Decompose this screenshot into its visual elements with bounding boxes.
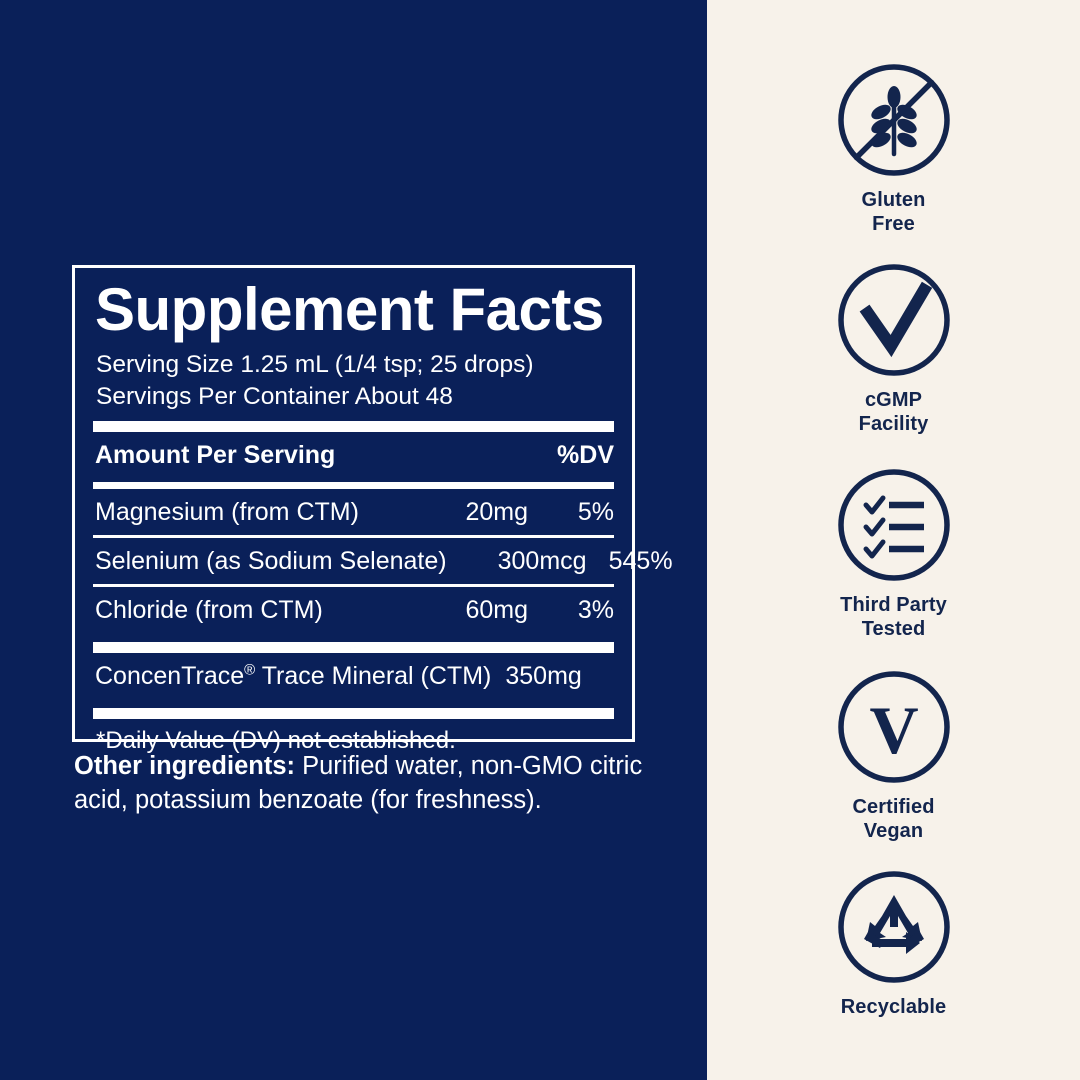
table-row: Selenium (as Sodium Selenate) 300mcg 545… (93, 538, 673, 584)
badge-label-line1: Third Party (840, 594, 947, 616)
badge-recyclable: Recyclable (707, 869, 1080, 1020)
table-row: Magnesium (from CTM) 20mg 5% (93, 489, 614, 535)
badge-label-line2: Facility (858, 412, 929, 435)
divider-medium-header (93, 482, 614, 490)
badge-label-line1: Gluten (861, 189, 926, 211)
badge-label-line1: cGMP (864, 389, 923, 411)
badge-label-line2: Free (872, 212, 915, 235)
badge-cgmp-facility: cGMP Facility (707, 262, 1080, 436)
badge-label-line1: Recyclable (840, 996, 947, 1018)
servings-per-container-text: Servings Per Container About 48 (96, 382, 453, 410)
divider-thin (93, 535, 614, 539)
badge-label-line2: Vegan (863, 819, 924, 842)
other-ingredients-section: Other ingredients: Purified water, non-G… (74, 750, 674, 818)
supplement-facts-panel: Supplement Facts Serving Size 1.25 mL (1… (0, 0, 717, 1080)
registered-trademark-icon: ® (244, 662, 256, 680)
badge-label-line2: Tested (861, 617, 926, 640)
nutrient-amount: 60mg (465, 596, 528, 625)
nutrient-name: Chloride (from CTM) (95, 596, 323, 625)
nutrient-dv: 3% (577, 596, 614, 625)
nutrient-amount: 20mg (465, 498, 528, 527)
certification-badges-panel: Gluten Free cGMP Facility (707, 0, 1080, 1080)
badge-gluten-free: Gluten Free (707, 62, 1080, 236)
amount-per-serving-header: Amount Per Serving (95, 441, 336, 470)
badge-label: Gluten Free (707, 189, 1080, 236)
other-ingredients-label: Other ingredients: (74, 752, 296, 780)
table-header-row: Amount Per Serving %DV (93, 432, 614, 477)
proprietary-name-suffix: Trace Mineral (CTM) (255, 662, 492, 691)
badge-label: Certified Vegan (707, 796, 1080, 843)
proprietary-nutrient-name: ConcenTrace® Trace Mineral (CTM) (95, 662, 491, 691)
serving-size-text: Serving Size 1.25 mL (1/4 tsp; 25 drops) (96, 351, 534, 379)
supplement-facts-box: Supplement Facts Serving Size 1.25 mL (1… (72, 265, 717, 754)
table-row: Chloride (from CTM) 60mg 3% (93, 587, 614, 633)
divider-thick-bottom (93, 708, 614, 720)
badge-label: Recyclable (707, 996, 1080, 1020)
gluten-free-icon (837, 64, 950, 176)
svg-text:V: V (869, 692, 918, 768)
proprietary-name-prefix: ConcenTrace (95, 662, 245, 691)
badge-certified-vegan: V Certified Vegan (707, 669, 1080, 843)
serving-info: Serving Size 1.25 mL (1/4 tsp; 25 drops)… (96, 349, 614, 412)
checkmark-circle-icon (837, 264, 950, 376)
checklist-icon (837, 469, 950, 581)
nutrient-name: Selenium (as Sodium Selenate) (95, 547, 447, 576)
page-title: Supplement Facts (95, 276, 604, 343)
divider-thick-top (93, 421, 614, 433)
vegan-v-icon: V (837, 671, 950, 783)
other-ingredients-text: Purified water, non-GMO citric acid, pot… (74, 752, 643, 814)
badge-label-line1: Certified (852, 796, 935, 818)
badge-label: cGMP Facility (707, 389, 1080, 436)
dv-header: %DV (557, 441, 614, 470)
nutrient-dv: 5% (577, 498, 614, 527)
badge-label: Third Party Tested (707, 594, 1080, 641)
nutrient-name: Magnesium (from CTM) (95, 498, 359, 527)
divider-thick-middle (93, 642, 614, 654)
nutrient-amount: 300mcg (497, 547, 587, 576)
proprietary-amount: 350mg (505, 662, 582, 691)
nutrient-dv: 545% (608, 547, 673, 576)
badge-third-party-tested: Third Party Tested (707, 467, 1080, 641)
daily-value-footnote: *Daily Value (DV) not established. (96, 727, 456, 755)
recycle-icon (837, 871, 950, 983)
table-row-proprietary: ConcenTrace® Trace Mineral (CTM) 350mg * (93, 653, 717, 699)
divider-thin (93, 584, 614, 588)
